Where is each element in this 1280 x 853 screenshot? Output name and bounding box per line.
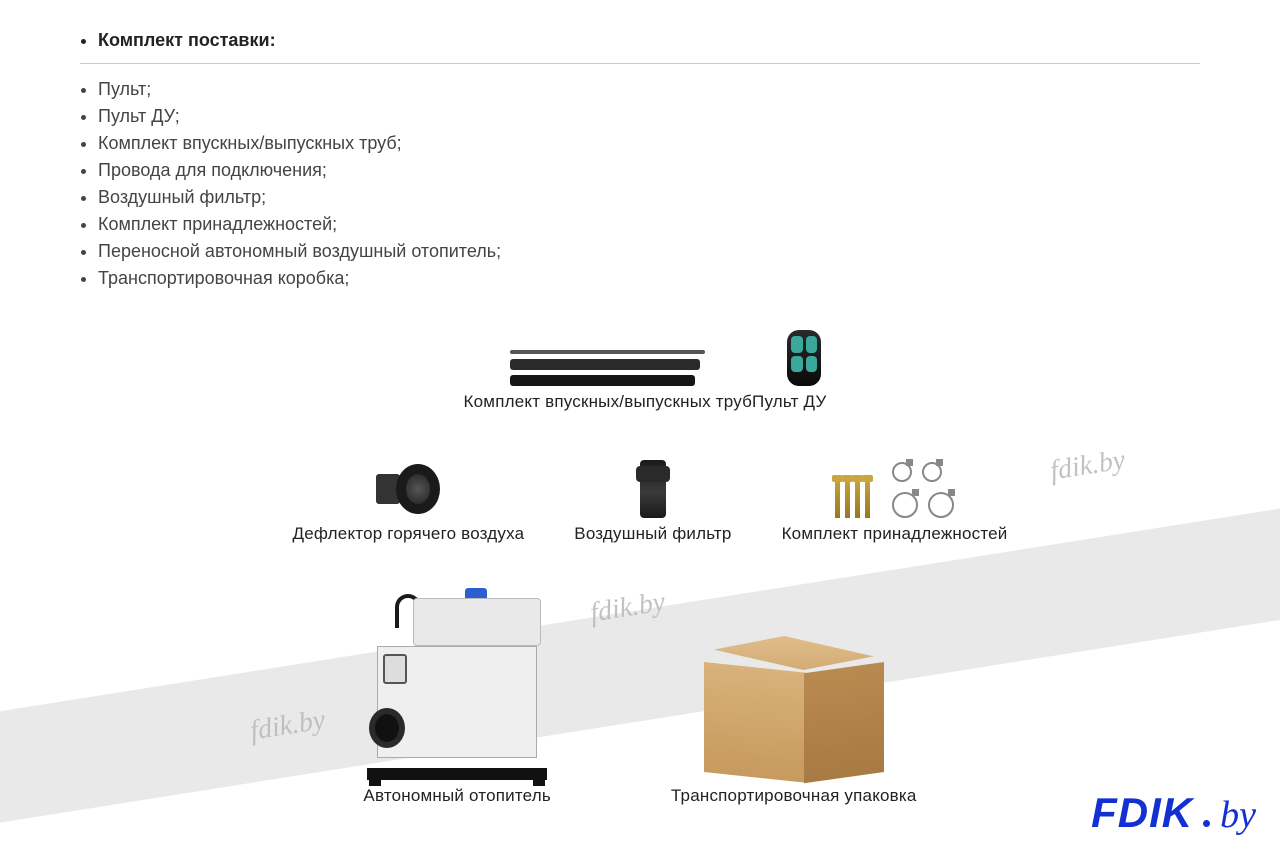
package-list: Пульт; Пульт ДУ; Комплект впускных/выпус…: [80, 76, 1200, 292]
logo-dot-icon: [1203, 820, 1210, 827]
brand-logo: FDIK by: [1091, 789, 1256, 837]
section-header: Комплект поставки:: [80, 30, 1200, 64]
watermark-text: fdik.by: [1048, 444, 1127, 487]
package-diagram: fdik.by fdik.by fdik.by Комплект впускны…: [170, 330, 1110, 830]
deflector-caption: Дефлектор горячего воздуха: [293, 524, 525, 544]
box-caption: Транспортировочная упаковка: [671, 786, 917, 806]
accessories-cell: Комплект принадлежностей: [782, 462, 1008, 544]
deflector-cell: Дефлектор горячего воздуха: [293, 460, 525, 544]
accessories-icon: [835, 462, 954, 518]
tubes-caption: Комплект впускных/выпускных труб: [464, 392, 753, 412]
remote-caption: Пульт ДУ: [752, 392, 826, 412]
list-item: Комплект впускных/выпускных труб;: [98, 130, 1200, 157]
box-icon: [704, 632, 884, 772]
tubes-cell: Комплект впускных/выпускных труб: [464, 350, 753, 412]
heater-cell: Автономный отопитель: [363, 590, 551, 806]
deflector-icon: [376, 460, 440, 518]
tubes-icon: [510, 350, 705, 386]
heater-icon: [367, 590, 547, 780]
heading-text: Комплект поставки:: [98, 30, 1200, 51]
logo-main-text: FDIK: [1091, 789, 1193, 837]
list-item: Переносной автономный воздушный отопител…: [98, 238, 1200, 265]
filter-caption: Воздушный фильтр: [574, 524, 731, 544]
list-item: Провода для подключения;: [98, 157, 1200, 184]
list-item: Пульт ДУ;: [98, 103, 1200, 130]
remote-cell: Пульт ДУ: [752, 330, 826, 412]
list-item: Транспортировочная коробка;: [98, 265, 1200, 292]
diagram-row-3: Автономный отопитель Транспортировочная …: [300, 590, 980, 806]
logo-sub-text: by: [1220, 793, 1256, 837]
list-item: Пульт;: [98, 76, 1200, 103]
filter-cell: Воздушный фильтр: [574, 460, 731, 544]
diagram-row-2: Дефлектор горячего воздуха Воздушный фил…: [340, 460, 960, 544]
accessories-caption: Комплект принадлежностей: [782, 524, 1008, 544]
content-area: Комплект поставки: Пульт; Пульт ДУ; Комп…: [0, 0, 1280, 292]
air-filter-icon: [640, 460, 666, 518]
box-cell: Транспортировочная упаковка: [671, 632, 917, 806]
list-item: Комплект принадлежностей;: [98, 211, 1200, 238]
heater-caption: Автономный отопитель: [363, 786, 551, 806]
diagram-row-1: Комплект впускных/выпускных труб Пульт Д…: [410, 330, 880, 412]
remote-icon: [787, 330, 821, 386]
list-item: Воздушный фильтр;: [98, 184, 1200, 211]
